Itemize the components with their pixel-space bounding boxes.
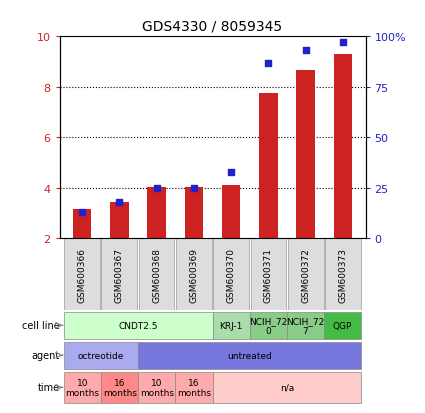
Bar: [212, 372, 361, 403]
Text: untreated: untreated: [227, 351, 272, 360]
Text: 16
months: 16 months: [177, 378, 211, 397]
Bar: [325, 239, 361, 311]
Text: n/a: n/a: [280, 383, 294, 392]
Bar: [176, 239, 212, 311]
Bar: [73, 210, 91, 239]
Bar: [64, 239, 100, 311]
Text: GSM600373: GSM600373: [339, 247, 348, 302]
Text: GSM600370: GSM600370: [227, 247, 235, 302]
Bar: [212, 312, 249, 339]
Point: [116, 199, 122, 206]
Point: [153, 185, 160, 192]
Text: GSM600368: GSM600368: [152, 247, 161, 302]
Bar: [110, 202, 128, 239]
Bar: [147, 187, 166, 239]
Bar: [64, 372, 101, 403]
Bar: [249, 312, 287, 339]
Point: [303, 48, 309, 55]
Text: GSM600369: GSM600369: [190, 247, 198, 302]
Point: [190, 185, 197, 192]
Bar: [334, 55, 352, 239]
Text: agent: agent: [31, 350, 60, 360]
Text: NCIH_72
0: NCIH_72 0: [249, 316, 287, 335]
Bar: [64, 342, 138, 369]
Bar: [288, 239, 324, 311]
Bar: [287, 312, 324, 339]
Point: [228, 169, 235, 176]
Text: 10
months: 10 months: [140, 378, 174, 397]
Text: 16
months: 16 months: [103, 378, 137, 397]
Bar: [101, 239, 137, 311]
Bar: [324, 312, 361, 339]
Bar: [139, 239, 174, 311]
Title: GDS4330 / 8059345: GDS4330 / 8059345: [142, 19, 283, 33]
Bar: [213, 239, 249, 311]
Text: GSM600367: GSM600367: [115, 247, 124, 302]
Bar: [297, 71, 315, 239]
Point: [340, 40, 346, 47]
Text: 10
months: 10 months: [65, 378, 99, 397]
Text: cell line: cell line: [22, 320, 60, 330]
Text: GSM600366: GSM600366: [77, 247, 86, 302]
Text: GSM600371: GSM600371: [264, 247, 273, 302]
Bar: [101, 372, 138, 403]
Text: NCIH_72
7: NCIH_72 7: [286, 316, 324, 335]
Bar: [138, 372, 176, 403]
Text: time: time: [37, 382, 60, 392]
Bar: [251, 239, 286, 311]
Point: [79, 209, 85, 216]
Text: GSM600372: GSM600372: [301, 247, 310, 302]
Point: [265, 60, 272, 66]
Bar: [64, 312, 212, 339]
Bar: [138, 342, 361, 369]
Text: QGP: QGP: [333, 321, 352, 330]
Text: CNDT2.5: CNDT2.5: [119, 321, 158, 330]
Text: octreotide: octreotide: [78, 351, 124, 360]
Bar: [184, 187, 203, 239]
Bar: [222, 186, 241, 239]
Text: KRJ-1: KRJ-1: [219, 321, 243, 330]
Bar: [176, 372, 212, 403]
Bar: [259, 94, 278, 239]
